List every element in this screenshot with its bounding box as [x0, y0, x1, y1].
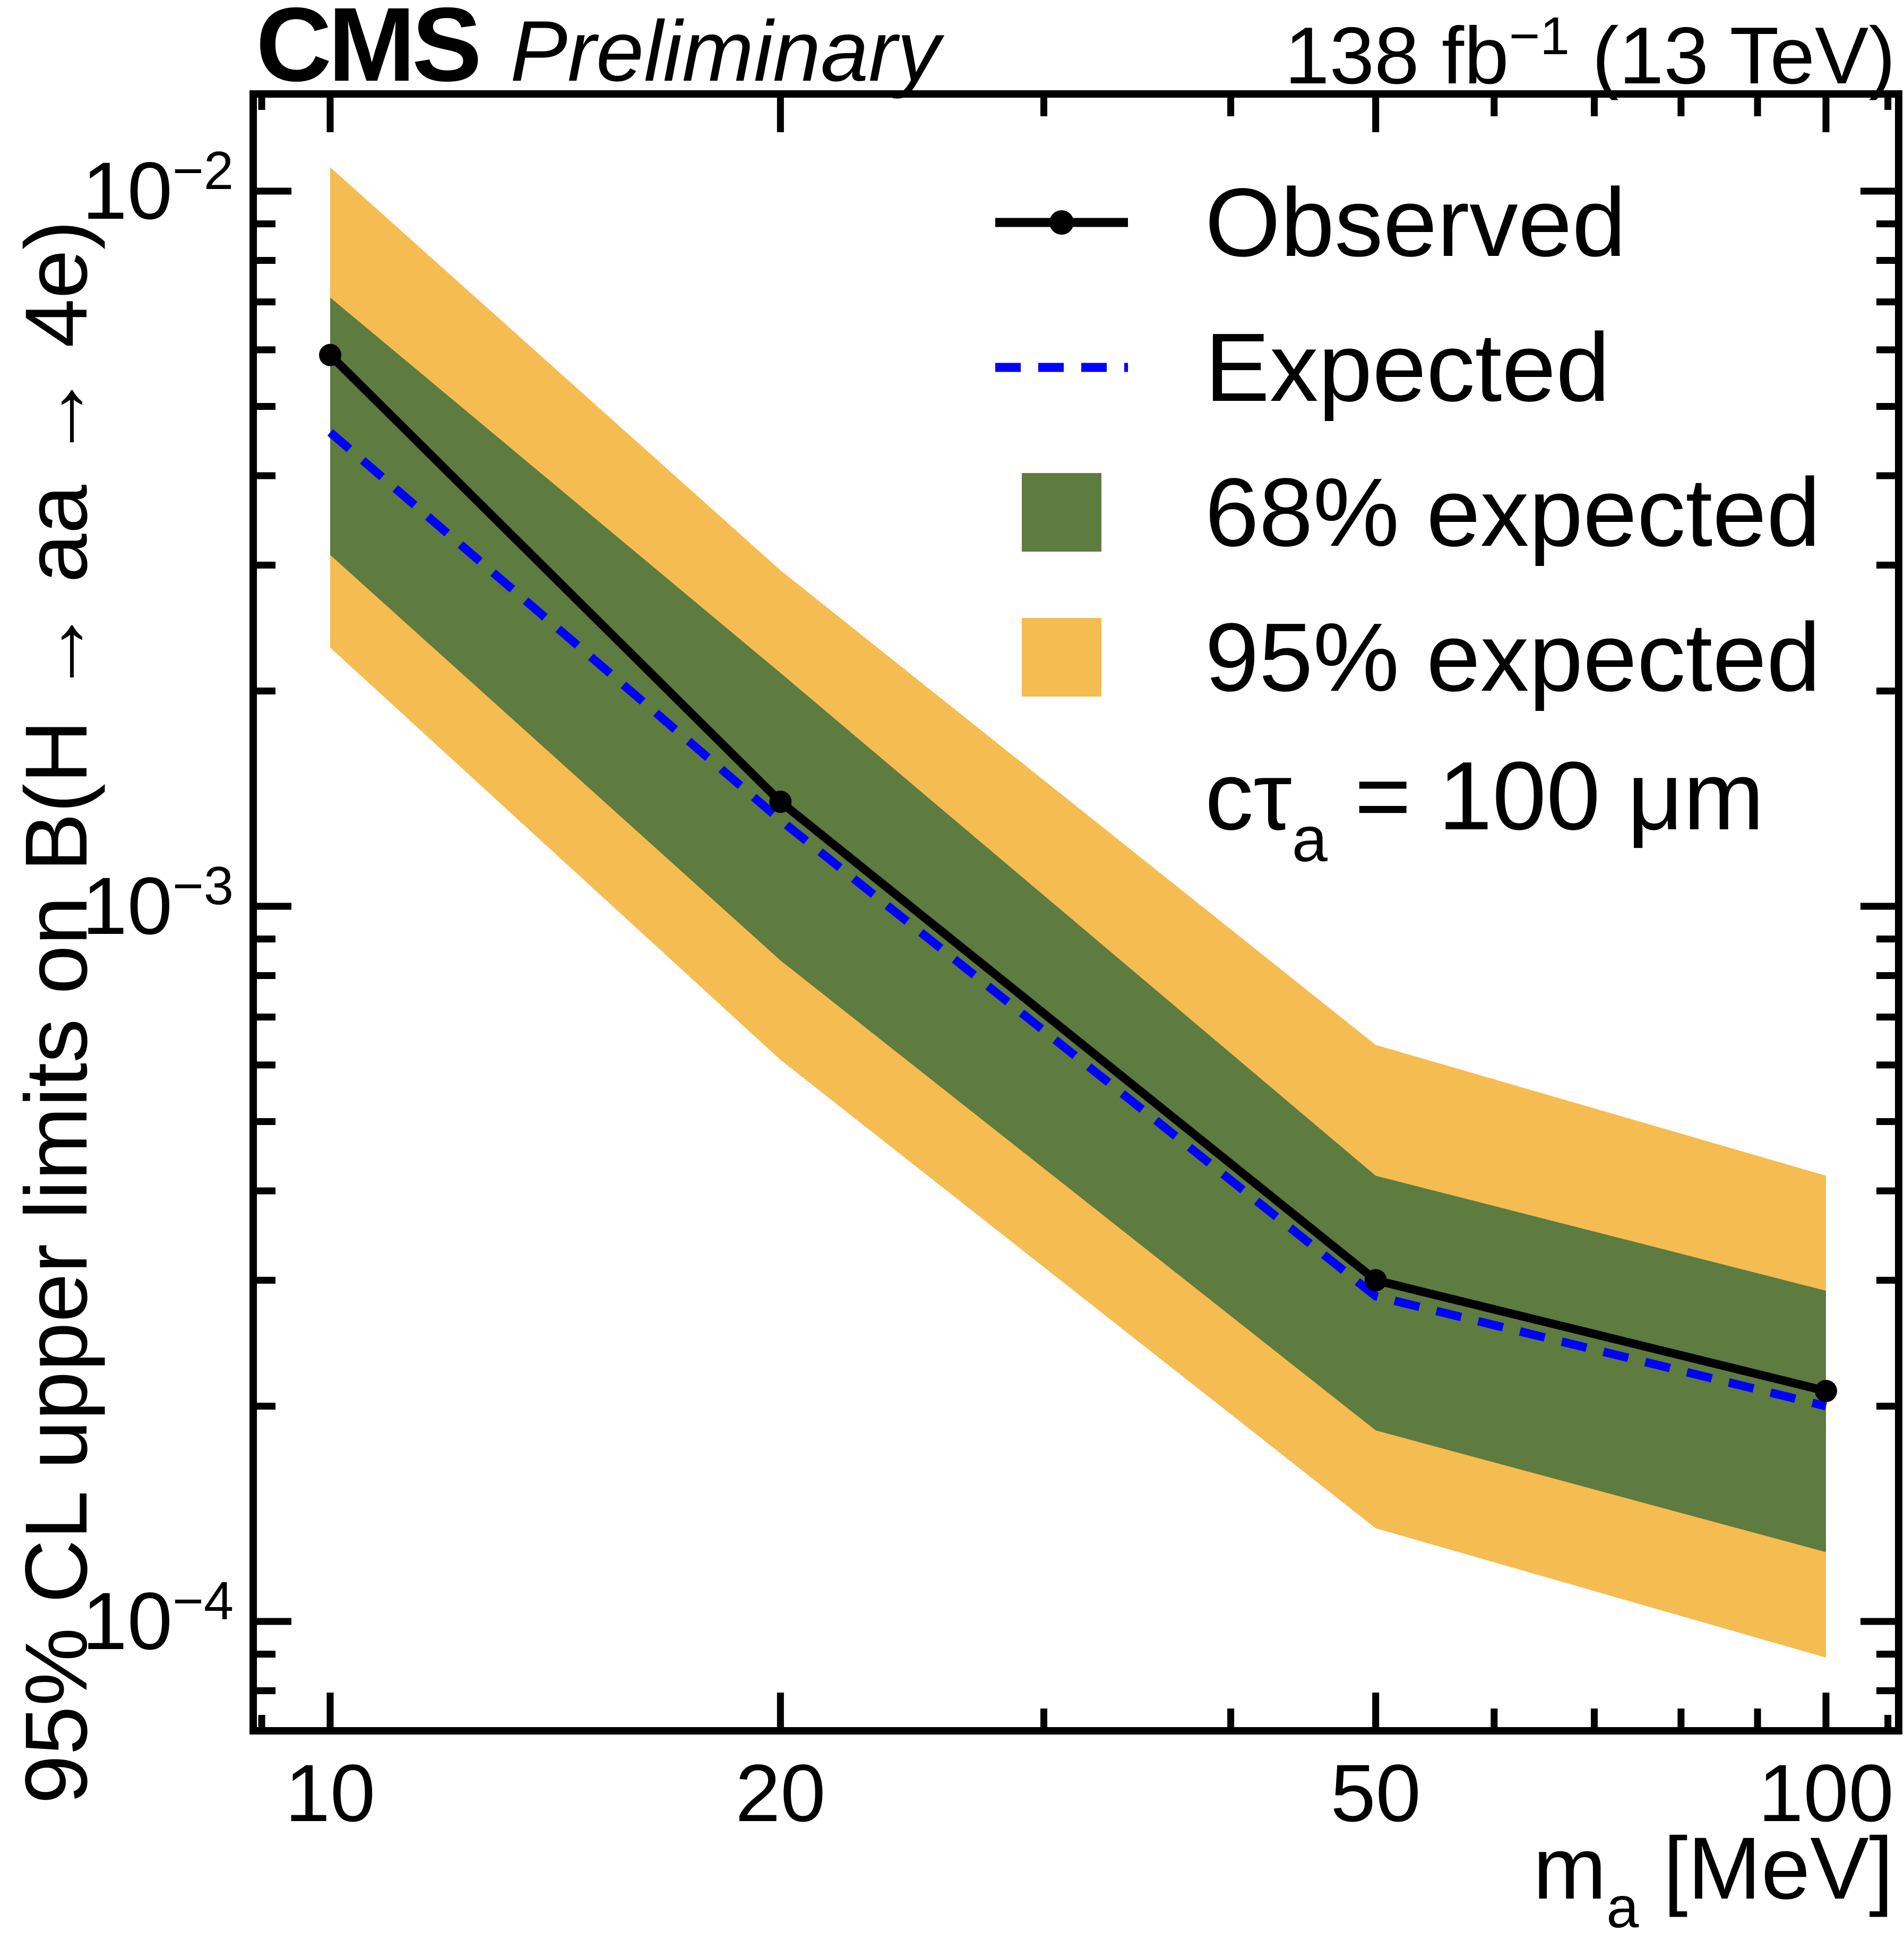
y-tick-label: 10−4	[82, 1572, 234, 1667]
legend-label-95-expected: 95% expected	[1205, 603, 1821, 711]
legend-item-68-expected: 68% expected	[994, 440, 1821, 585]
observed-marker	[1364, 1269, 1387, 1292]
legend-item-95-expected: 95% expected	[994, 585, 1821, 729]
x-tick-label: 10	[285, 1748, 376, 1839]
legend-label-expected: Expected	[1205, 313, 1610, 422]
y-tick-label: 10−2	[82, 141, 234, 236]
plot-frame	[249, 90, 1902, 1735]
legend-caption-spacer	[994, 757, 1130, 847]
legend-item-expected: Expected	[994, 295, 1821, 440]
luminosity-exponent: −1	[1509, 6, 1570, 66]
lifetime-caption-subscript: a	[1291, 803, 1328, 875]
legend-item-observed: Observed	[994, 150, 1821, 295]
legend: Observed Expected 68% expected 95% expec…	[994, 150, 1821, 875]
x-axis-title-subscript: a	[1606, 1875, 1639, 1940]
observed-marker	[1815, 1379, 1837, 1402]
lifetime-caption-value: = 100 μm	[1327, 741, 1764, 851]
header-left: CMS Preliminary	[256, 0, 940, 105]
preliminary-label: Preliminary	[510, 3, 941, 99]
x-tick-label: 50	[1330, 1748, 1421, 1839]
x-tick-label: 100	[1758, 1748, 1894, 1839]
expected-line-sample	[994, 322, 1130, 413]
x-axis-title: ma [MeV]	[1533, 1818, 1893, 1940]
legend-caption-row: cτa = 100 μm	[994, 729, 1821, 874]
observed-marker	[769, 791, 792, 813]
band-68-expected	[330, 297, 1826, 1552]
band-68-swatch	[1022, 473, 1101, 552]
luminosity-value: 138 fb	[1285, 11, 1509, 101]
lifetime-caption: cτa = 100 μm	[1205, 740, 1764, 874]
luminosity-energy: (13 TeV)	[1570, 11, 1896, 101]
y-tick-label: 10−3	[82, 856, 234, 951]
lifetime-caption-symbol: cτ	[1205, 741, 1292, 851]
x-tick-label: 20	[735, 1748, 826, 1839]
observed-marker	[319, 344, 341, 366]
luminosity-label: 138 fb−1 (13 TeV)	[1285, 6, 1896, 102]
legend-label-68-expected: 68% expected	[1205, 458, 1821, 566]
cms-logo: CMS	[256, 0, 482, 103]
x-axis-title-symbol: m	[1533, 1819, 1607, 1918]
observed-line	[327, 351, 1827, 1395]
y-axis-title: 95% CL upper limits on B(H → aa → 4e)	[7, 220, 106, 1804]
observed-line-sample	[994, 177, 1130, 268]
legend-label-observed: Observed	[1205, 168, 1626, 277]
x-axis-title-unit: [MeV]	[1639, 1819, 1893, 1918]
band-95-swatch	[1022, 617, 1101, 697]
